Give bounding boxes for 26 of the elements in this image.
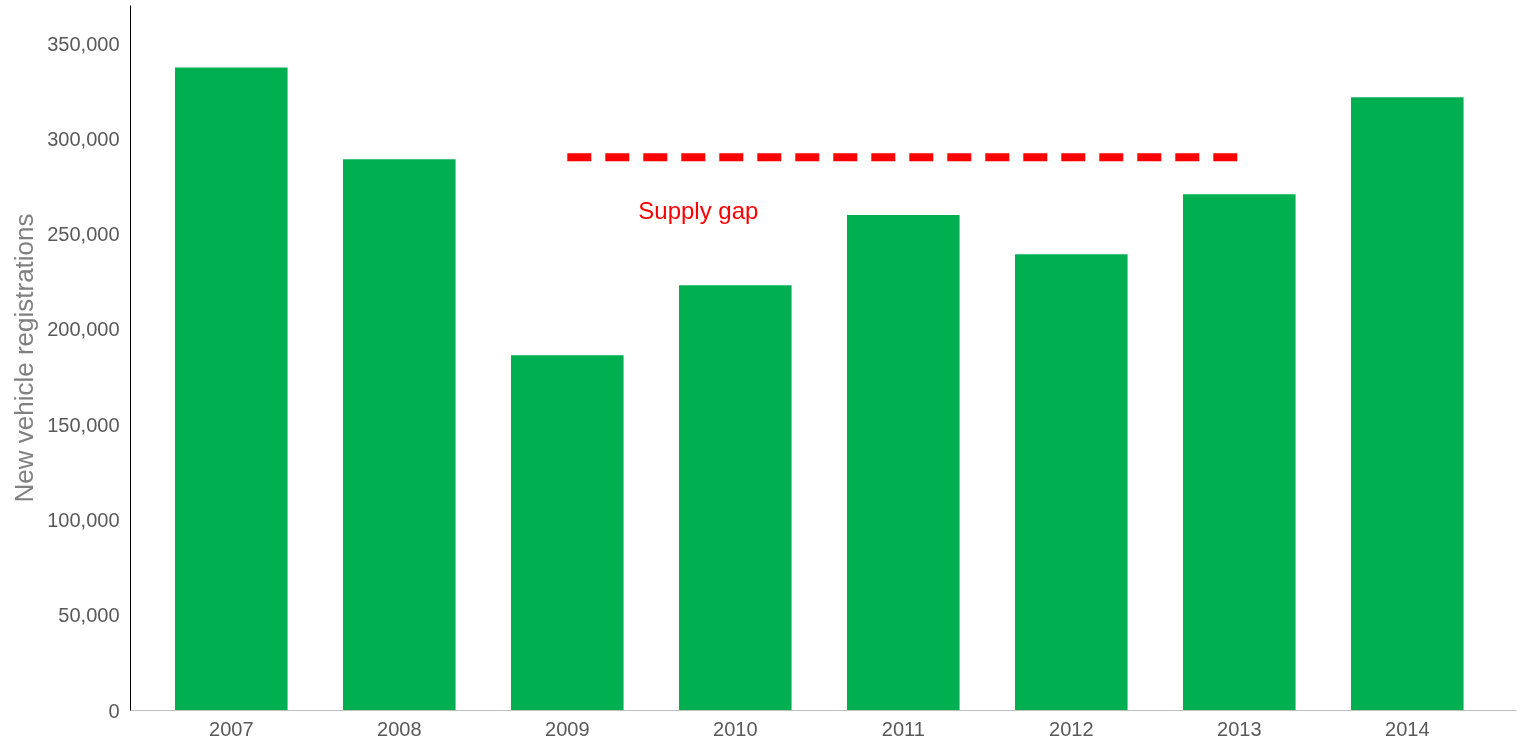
y-tick-label: 100,000 [47, 508, 120, 531]
y-axis-title: New vehicle registrations [9, 213, 40, 503]
y-tick-label: 300,000 [47, 127, 120, 150]
y-tick-label: 350,000 [47, 32, 120, 55]
x-tick-label: 2012 [1049, 717, 1094, 740]
bar [1351, 97, 1464, 711]
x-tick-label: 2011 [881, 717, 925, 740]
x-tick-label: 2007 [209, 717, 254, 740]
bar [175, 67, 288, 711]
bar [511, 355, 624, 711]
x-tick-label: 2009 [545, 717, 590, 740]
y-tick-label: 50,000 [58, 604, 120, 627]
x-tick-label: 2010 [713, 717, 758, 740]
x-tick-label: 2008 [377, 717, 422, 740]
y-tick-label: 0 [108, 699, 120, 722]
bar [1015, 254, 1128, 711]
x-tick-label: 2013 [1217, 717, 1262, 740]
bar [679, 285, 792, 711]
annotation: Supply gap [638, 197, 759, 225]
y-tick-label: 200,000 [47, 318, 120, 341]
bar [1183, 194, 1296, 711]
y-tick-label: 150,000 [47, 413, 120, 436]
bar [847, 214, 960, 711]
y-tick-label: 250,000 [47, 223, 120, 246]
x-tick-label: 2014 [1385, 717, 1430, 740]
bar [343, 159, 456, 711]
